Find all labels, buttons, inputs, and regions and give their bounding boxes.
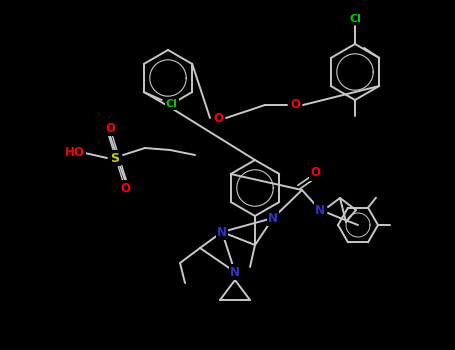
Text: O: O	[290, 98, 300, 112]
Text: Cl: Cl	[349, 14, 361, 24]
Text: O: O	[213, 112, 223, 125]
Text: N: N	[230, 266, 240, 279]
Text: O: O	[120, 182, 130, 195]
Text: O: O	[105, 121, 115, 134]
Text: N: N	[217, 225, 227, 238]
Text: N: N	[268, 211, 278, 224]
Text: S: S	[111, 152, 120, 164]
Text: N: N	[315, 203, 325, 217]
Text: Cl: Cl	[166, 99, 178, 109]
Text: O: O	[310, 167, 320, 180]
Text: HO: HO	[65, 147, 85, 160]
